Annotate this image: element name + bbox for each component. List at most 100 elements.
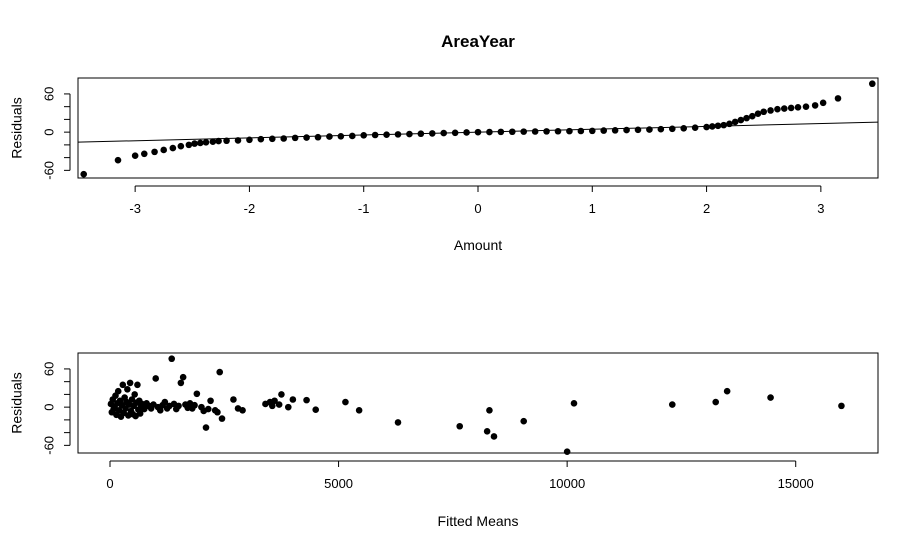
data-point bbox=[520, 417, 528, 425]
data-point bbox=[371, 131, 379, 139]
data-point bbox=[360, 132, 368, 139]
data-point bbox=[191, 401, 198, 409]
data-point bbox=[767, 394, 774, 401]
data-point bbox=[80, 170, 88, 178]
data-point bbox=[185, 141, 193, 149]
data-point bbox=[124, 386, 131, 393]
x-tick-label: -1 bbox=[358, 201, 370, 216]
data-point bbox=[428, 130, 436, 137]
data-point bbox=[708, 123, 716, 130]
data-point bbox=[314, 133, 322, 141]
data-point bbox=[668, 125, 676, 133]
data-point bbox=[767, 107, 774, 114]
data-point bbox=[743, 114, 750, 122]
plot-frame bbox=[77, 352, 879, 454]
data-point bbox=[303, 134, 310, 141]
plot-frame bbox=[77, 77, 879, 179]
data-point bbox=[257, 135, 265, 143]
data-point bbox=[152, 375, 160, 382]
data-point bbox=[611, 127, 619, 134]
x-tick-label: -3 bbox=[129, 201, 141, 216]
data-point bbox=[794, 103, 802, 111]
data-point bbox=[691, 124, 699, 131]
data-point bbox=[634, 126, 642, 134]
data-point bbox=[383, 131, 390, 138]
data-point bbox=[140, 150, 148, 158]
data-point bbox=[646, 126, 653, 133]
x-tick-label: 2 bbox=[703, 201, 710, 216]
y-tick-label: 0 bbox=[41, 404, 56, 411]
data-point bbox=[193, 390, 201, 398]
data-point bbox=[731, 118, 739, 126]
y-tick-label: 0 bbox=[41, 129, 56, 136]
data-point bbox=[600, 127, 608, 134]
data-point bbox=[114, 387, 122, 395]
data-point bbox=[175, 402, 182, 410]
x-tick-label: 0 bbox=[474, 201, 481, 216]
data-point bbox=[508, 128, 516, 136]
data-point bbox=[754, 110, 762, 117]
data-point bbox=[838, 402, 845, 410]
y-tick-label: 60 bbox=[41, 87, 56, 101]
y-axis-title: Residuals bbox=[9, 97, 25, 158]
data-point bbox=[456, 422, 464, 430]
data-point bbox=[156, 407, 164, 414]
data-point bbox=[554, 127, 562, 135]
x-tick-label: 1 bbox=[589, 201, 596, 216]
x-tick-label: 15000 bbox=[778, 476, 814, 491]
data-point bbox=[490, 433, 498, 440]
data-point bbox=[131, 152, 139, 160]
data-point bbox=[140, 405, 148, 413]
data-point bbox=[394, 419, 402, 426]
data-point bbox=[218, 415, 226, 422]
data-point bbox=[131, 391, 138, 398]
data-point bbox=[134, 381, 141, 389]
data-point bbox=[543, 128, 550, 135]
data-point bbox=[440, 129, 448, 137]
data-point bbox=[168, 355, 176, 363]
data-point bbox=[486, 407, 493, 414]
x-axis-title: Fitted Means bbox=[438, 513, 519, 529]
data-point bbox=[623, 126, 630, 134]
fitted-residuals-panel: 0 5000 10000 15000 -60 0 60 Fitted Means Residua… bbox=[9, 352, 879, 529]
data-point bbox=[337, 132, 345, 140]
data-point bbox=[474, 128, 482, 136]
data-point bbox=[214, 408, 221, 416]
y-tick-label: -60 bbox=[41, 436, 56, 455]
data-point bbox=[179, 373, 187, 381]
data-point bbox=[191, 140, 198, 147]
data-point bbox=[780, 105, 788, 112]
qq-residuals-panel: -3 -2 -1 0 1 2 3 -60 0 60 Amount Residuals bbox=[9, 77, 879, 253]
data-point bbox=[355, 407, 363, 414]
data-point bbox=[268, 402, 276, 410]
data-point bbox=[160, 146, 168, 154]
data-point bbox=[463, 129, 470, 136]
data-point bbox=[720, 121, 728, 129]
data-point bbox=[520, 128, 528, 135]
data-point bbox=[737, 116, 745, 124]
data-point bbox=[271, 397, 278, 405]
data-point bbox=[230, 396, 237, 403]
data-point bbox=[291, 134, 299, 142]
data-point bbox=[312, 406, 320, 413]
data-point bbox=[570, 400, 578, 407]
data-point bbox=[657, 125, 665, 133]
data-point bbox=[394, 131, 402, 138]
data-point bbox=[303, 396, 310, 404]
data-point bbox=[114, 156, 122, 164]
x-tick-label: 5000 bbox=[324, 476, 353, 491]
x-axis-title: Amount bbox=[454, 237, 502, 253]
data-point bbox=[119, 381, 127, 389]
data-point bbox=[723, 387, 731, 395]
data-point bbox=[577, 127, 585, 135]
data-point bbox=[202, 424, 210, 431]
data-point bbox=[280, 135, 288, 142]
figure-title: AreaYear bbox=[441, 32, 515, 51]
data-point bbox=[151, 148, 158, 156]
data-point bbox=[177, 379, 185, 387]
data-point bbox=[486, 128, 493, 136]
data-point bbox=[811, 102, 819, 109]
data-point bbox=[483, 428, 491, 435]
data-point bbox=[126, 379, 134, 387]
data-point bbox=[207, 397, 214, 405]
